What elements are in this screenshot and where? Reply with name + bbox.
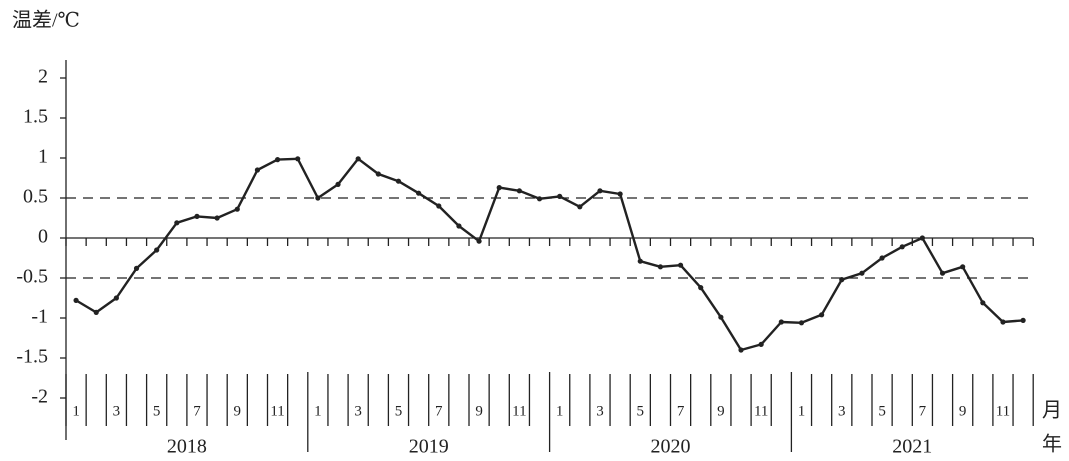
y-tick-label: -0.5 — [16, 266, 48, 288]
y-tick-label: -1 — [31, 306, 48, 328]
x-tick-label: 5 — [395, 403, 403, 419]
y-tick-label: 1.5 — [23, 106, 48, 128]
x-tick-label: 9 — [959, 403, 967, 419]
point — [577, 204, 583, 210]
point — [677, 262, 684, 268]
point — [879, 255, 885, 261]
x-tick-label: 7 — [193, 403, 201, 419]
x-tick-label: 3 — [354, 403, 362, 419]
point — [234, 206, 240, 212]
point — [154, 247, 160, 253]
point — [939, 270, 946, 276]
x-tick-label: 1 — [314, 403, 322, 419]
x-tick-label: 11 — [996, 403, 1010, 419]
point — [1020, 317, 1026, 323]
point — [980, 300, 986, 306]
x-tick-label: 3 — [596, 403, 604, 419]
point — [617, 191, 623, 197]
point — [536, 196, 543, 202]
x-tick-label: 1 — [72, 403, 80, 419]
y-axis-label: 温差/℃ — [12, 9, 80, 32]
point — [355, 156, 361, 162]
point — [476, 238, 482, 244]
point — [758, 341, 764, 347]
point — [698, 285, 704, 291]
x-tick-label: 3 — [113, 403, 121, 419]
point — [73, 297, 79, 303]
point — [174, 220, 180, 226]
x-tick-label: 7 — [677, 403, 685, 419]
y-tick-label: 0 — [38, 226, 48, 248]
point — [657, 264, 664, 270]
x-tick-label: 11 — [270, 403, 284, 419]
point — [456, 223, 462, 229]
point — [798, 320, 805, 326]
point — [315, 195, 321, 201]
year-label: 2020 — [651, 436, 691, 458]
point — [375, 171, 381, 177]
point — [436, 203, 442, 209]
x-tick-label: 7 — [435, 403, 443, 419]
y-tick-label: 1 — [38, 146, 48, 168]
x-tick-label: 3 — [838, 403, 846, 419]
y-tick-label: 2 — [38, 66, 48, 88]
y-tick-label: -1.5 — [16, 346, 48, 368]
point — [254, 167, 261, 173]
point — [113, 295, 119, 301]
point — [133, 265, 140, 271]
point — [557, 193, 563, 199]
x-tick-label: 9 — [475, 403, 483, 419]
series-line — [75, 157, 1024, 352]
x-tick-label: 5 — [153, 403, 161, 419]
x-tick-label: 9 — [234, 403, 242, 419]
point — [597, 188, 603, 194]
point — [214, 215, 220, 221]
point — [859, 270, 865, 276]
point — [496, 185, 502, 191]
point — [778, 319, 784, 325]
point — [516, 188, 522, 194]
point — [93, 309, 99, 315]
point — [839, 277, 845, 283]
y-tick-label: -2 — [31, 386, 48, 408]
year-label: 2021 — [892, 436, 932, 458]
x-tick-label: 1 — [798, 403, 806, 419]
year-label: 2018 — [167, 436, 207, 458]
point — [819, 312, 825, 318]
point — [335, 181, 341, 187]
point — [960, 264, 966, 270]
point — [295, 156, 301, 162]
x-tick-label: 11 — [512, 403, 526, 419]
year-label: 2019 — [409, 436, 449, 458]
x-tick-label: 9 — [717, 403, 725, 419]
point — [738, 347, 744, 353]
x-group-label: 年 — [1042, 433, 1062, 456]
point — [274, 157, 281, 163]
point — [637, 258, 643, 264]
point — [194, 213, 200, 219]
x-tick-label: 11 — [754, 403, 768, 419]
x-tick-label: 7 — [919, 403, 927, 419]
point — [1000, 319, 1006, 325]
point — [395, 178, 402, 184]
point — [919, 235, 925, 241]
y-tick-label: 0.5 — [23, 186, 48, 208]
point — [718, 314, 724, 320]
x-axis-label: 月 — [1042, 400, 1062, 422]
x-tick-label: 1 — [556, 403, 564, 419]
point — [416, 190, 422, 196]
point — [899, 244, 905, 250]
x-tick-label: 5 — [637, 403, 645, 419]
x-tick-label: 5 — [878, 403, 886, 419]
